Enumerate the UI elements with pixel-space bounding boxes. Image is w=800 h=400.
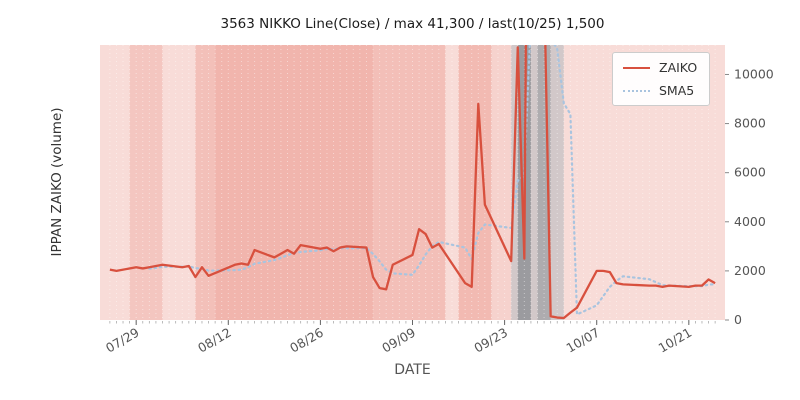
legend-item-zaiko: ZAIKO [623,60,697,75]
svg-text:09/23: 09/23 [471,325,510,356]
svg-text:10/07: 10/07 [564,325,603,356]
svg-text:08/26: 08/26 [287,325,326,356]
svg-text:07/29: 07/29 [103,325,142,356]
svg-text:10/21: 10/21 [656,325,695,356]
legend-label-sma5: SMA5 [659,83,695,98]
svg-text:2000: 2000 [734,263,766,278]
svg-text:4000: 4000 [734,214,766,229]
svg-text:10000: 10000 [734,66,774,81]
svg-text:08/12: 08/12 [195,325,234,356]
legend-item-sma5: SMA5 [623,83,697,98]
sma5-line-sample-icon [623,89,650,92]
zaiko-line-sample-icon [623,66,650,69]
x-axis-label: DATE [394,362,431,378]
legend: ZAIKO SMA5 [612,52,711,106]
svg-text:6000: 6000 [734,165,766,180]
svg-text:09/09: 09/09 [379,325,418,356]
svg-text:0: 0 [734,312,742,327]
legend-label-zaiko: ZAIKO [659,60,698,75]
svg-text:8000: 8000 [734,116,766,131]
chart-title: 3563 NIKKO Line(Close) / max 41,300 / la… [220,16,605,32]
